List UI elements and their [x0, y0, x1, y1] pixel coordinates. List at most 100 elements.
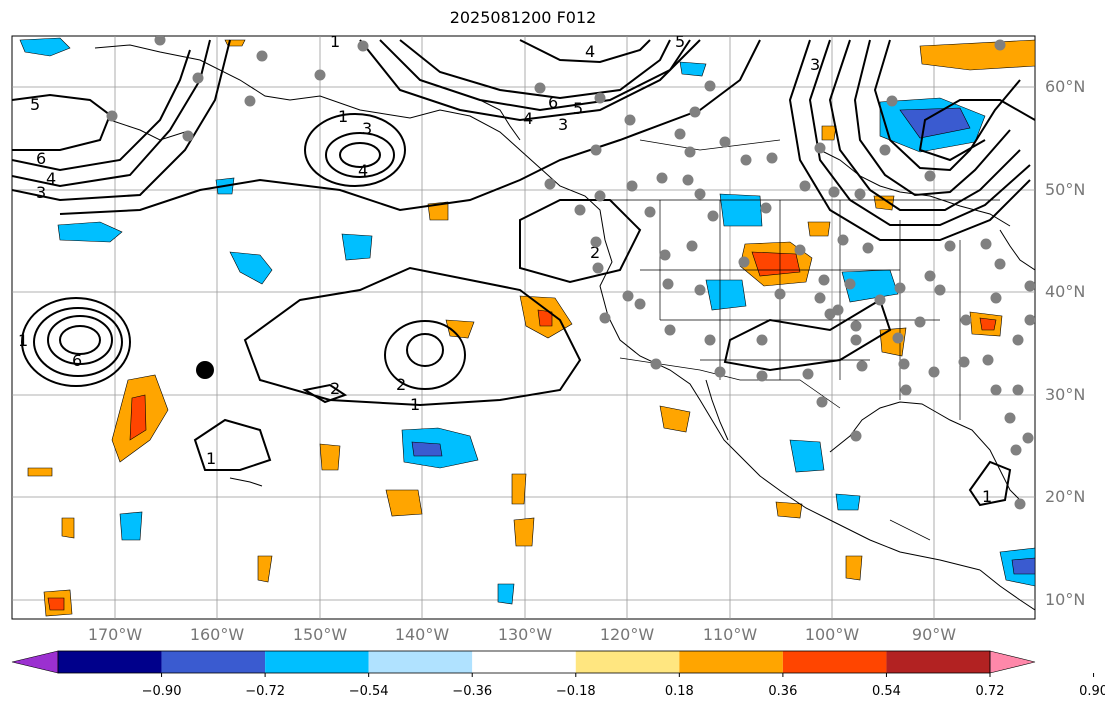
latitude-label: 10°N — [1045, 590, 1086, 609]
station-dot — [816, 396, 828, 408]
station-dot — [990, 384, 1002, 396]
contour-label: 4 — [523, 109, 533, 128]
station-dot — [684, 146, 696, 158]
station-dot — [1012, 334, 1024, 346]
station-markers — [106, 36, 1035, 510]
location-marker — [196, 361, 214, 379]
station-dot — [686, 240, 698, 252]
contour-label: 2 — [590, 243, 600, 262]
station-dot — [626, 180, 638, 192]
station-dot — [644, 206, 656, 218]
station-dot — [106, 110, 118, 122]
station-dot — [256, 50, 268, 62]
station-dot — [814, 142, 826, 154]
station-dot — [886, 95, 898, 107]
colorbar-outline — [57, 650, 991, 674]
contour-label: 3 — [362, 119, 372, 138]
station-dot — [719, 136, 731, 148]
colorbar — [11, 650, 1095, 677]
station-dot — [774, 288, 786, 300]
station-dot — [892, 332, 904, 344]
station-dot — [704, 334, 716, 346]
longitude-label: 160°W — [189, 625, 245, 644]
contour-label: 1 — [18, 331, 28, 350]
station-dot — [650, 358, 662, 370]
station-dot — [740, 154, 752, 166]
colorbar-label: −0.90 — [141, 684, 182, 699]
latitude-label: 60°N — [1045, 77, 1086, 96]
colorbar-segment — [886, 651, 990, 673]
station-dot — [599, 312, 611, 324]
station-dot — [994, 39, 1006, 51]
contour-label: 1 — [206, 449, 216, 468]
station-dot — [682, 174, 694, 186]
station-dot — [850, 430, 862, 442]
station-dot — [980, 238, 992, 250]
colorbar-label: −0.36 — [452, 684, 493, 699]
colorbar-extend-high — [989, 650, 1036, 674]
contour-label: 6 — [72, 351, 82, 370]
station-dot — [794, 244, 806, 256]
colorbar-segment — [679, 651, 783, 673]
station-dot — [624, 114, 636, 126]
station-dot — [357, 40, 369, 52]
colorbar-segment — [472, 651, 576, 673]
colorbar-label: −0.72 — [245, 684, 286, 699]
station-dot — [662, 278, 674, 290]
station-dot — [766, 152, 778, 164]
station-dot — [854, 188, 866, 200]
station-dot — [960, 314, 972, 326]
station-dot — [1004, 412, 1016, 424]
contour-label: 6 — [548, 93, 558, 112]
longitude-label: 100°W — [804, 625, 860, 644]
station-dot — [659, 249, 671, 261]
contour-label: 5 — [573, 99, 583, 118]
colorbar-label: −0.54 — [348, 684, 389, 699]
station-dot — [818, 274, 830, 286]
contour-label: 4 — [358, 161, 368, 180]
contour-label: 1 — [330, 32, 340, 51]
colorbar-label: −0.18 — [555, 684, 596, 699]
station-dot — [862, 242, 874, 254]
colorbar-segment — [782, 651, 887, 673]
station-dot — [924, 270, 936, 282]
station-dot — [592, 262, 604, 274]
station-dot — [704, 80, 716, 92]
longitude-label: 170°W — [87, 625, 143, 644]
longitude-label: 90°W — [911, 625, 957, 644]
station-dot — [622, 290, 634, 302]
station-dot — [844, 278, 856, 290]
contour-label: 1 — [338, 107, 348, 126]
colorbar-segment — [575, 651, 680, 673]
station-dot — [756, 334, 768, 346]
station-dot — [694, 188, 706, 200]
station-dot — [1024, 280, 1035, 292]
map-title: 2025081200 F012 — [449, 8, 597, 27]
contour-label: 3 — [558, 115, 568, 134]
station-dot — [814, 292, 826, 304]
latitude-label: 20°N — [1045, 487, 1086, 506]
contour-labels: 5 6 4 3 1 1 3 4 4 5 6 5 4 3 3 2 6 1 2 1 … — [18, 32, 992, 506]
station-dot — [689, 106, 701, 118]
station-dot — [664, 324, 676, 336]
station-dot — [594, 190, 606, 202]
station-dot — [944, 240, 956, 252]
station-dot — [958, 356, 970, 368]
station-dot — [634, 298, 646, 310]
colorbar-segment — [161, 651, 266, 673]
station-dot — [934, 284, 946, 296]
station-dot — [534, 82, 546, 94]
colorbar-label: 0.90 — [1079, 684, 1105, 699]
station-dot — [1022, 432, 1034, 444]
station-dot — [656, 172, 668, 184]
station-dot — [928, 366, 940, 378]
colorbar-label: 0.54 — [871, 684, 901, 699]
station-dot — [894, 282, 906, 294]
station-dot — [850, 334, 862, 346]
station-dot — [590, 236, 602, 248]
station-dot — [924, 170, 936, 182]
colorbar-label: 0.18 — [664, 684, 694, 699]
station-dot — [544, 178, 556, 190]
station-dot — [914, 316, 926, 328]
